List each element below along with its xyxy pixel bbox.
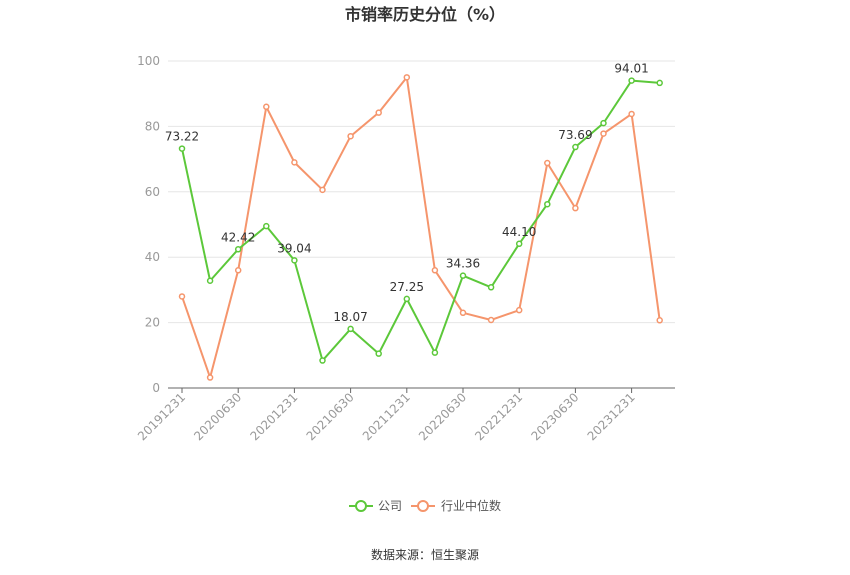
data-labels: 73.22 42.42 39.04 18.07 27.25 34.36 44.10 73.69… [165, 62, 649, 324]
data-point [515, 306, 523, 314]
x-tick-label: 20230630 [528, 390, 581, 443]
data-label: 42.42 [221, 230, 255, 244]
data-label: 27.25 [390, 280, 424, 294]
legend-label: 公司 [378, 499, 402, 513]
data-point [291, 257, 298, 264]
source-note: 数据来源：恒生聚源 [371, 547, 479, 562]
data-point [628, 110, 635, 118]
data-point [487, 284, 495, 291]
data-point [431, 349, 439, 356]
data-point [206, 374, 214, 381]
x-tick-label: 20201231 [247, 390, 300, 443]
data-point [431, 267, 439, 274]
y-tick-label: 0 [152, 381, 160, 395]
data-point [375, 350, 382, 357]
data-point [347, 325, 354, 333]
data-point [600, 130, 607, 137]
data-point [459, 309, 467, 317]
x-tick-label: 20221231 [472, 390, 525, 443]
data-point [291, 159, 298, 166]
data-point [656, 317, 663, 324]
data-point [178, 145, 186, 152]
y-tick-label: 80 [145, 119, 160, 133]
data-point [572, 204, 579, 212]
x-tick-label: 20231231 [585, 390, 638, 443]
data-point [656, 79, 663, 87]
data-point [544, 200, 551, 208]
x-tick-label: 20211231 [360, 390, 413, 443]
series-line [181, 79, 660, 362]
x-tick-label: 20200630 [191, 390, 244, 443]
data-point [628, 77, 635, 84]
x-tick-label: 20191231 [135, 390, 188, 443]
data-point [544, 159, 551, 167]
data-point [263, 103, 270, 111]
y-tick-label: 40 [145, 250, 160, 264]
data-label: 39.04 [277, 241, 311, 255]
legend-label: 行业中位数 [441, 498, 501, 513]
data-label: 73.69 [558, 128, 592, 142]
data-point [234, 246, 242, 253]
legend-marker [417, 500, 429, 512]
data-point [234, 267, 242, 274]
data-point [515, 240, 523, 248]
legend-marker [355, 500, 367, 512]
data-point [319, 186, 326, 194]
data-point [178, 293, 186, 300]
data-point [319, 357, 326, 364]
data-label: 18.07 [333, 310, 367, 324]
data-point [263, 222, 270, 230]
data-point [375, 109, 382, 116]
x-tick-label: 20210630 [304, 390, 357, 443]
data-point [347, 132, 354, 140]
data-point [403, 74, 411, 81]
data-label: 73.22 [165, 130, 199, 144]
data-label: 34.36 [446, 257, 480, 271]
x-tick-label: 20220630 [416, 390, 469, 443]
y-tick-label: 60 [145, 185, 160, 199]
data-point [403, 295, 411, 303]
data-point [487, 316, 495, 324]
y-tick-label: 100 [137, 54, 160, 68]
data-point [600, 119, 607, 127]
data-point [572, 143, 579, 151]
legend: 公司 行业中位数 [349, 498, 501, 513]
data-point [206, 277, 214, 284]
series-group [178, 74, 663, 381]
data-label: 94.01 [614, 62, 648, 76]
data-label: 44.10 [502, 225, 536, 239]
data-point [459, 272, 467, 279]
series-line [181, 76, 661, 379]
chart-title: 市销率历史分位（%） [345, 5, 505, 24]
y-tick-label: 20 [145, 316, 160, 330]
